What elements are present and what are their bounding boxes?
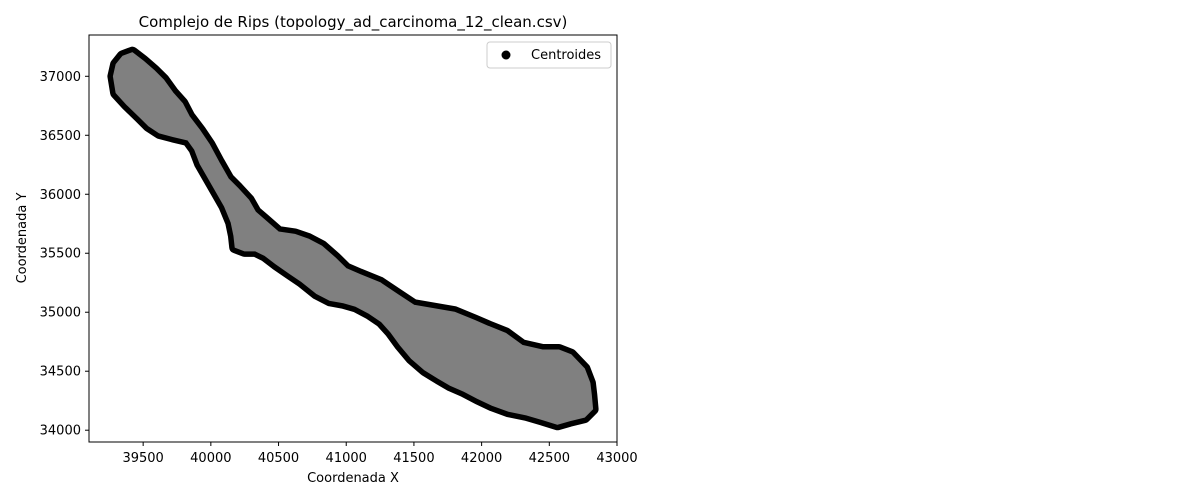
y-axis: 34000 34500 35000 35500 36000 36500 37000 [40,70,89,439]
plot-area [107,46,599,431]
y-tick-label: 36000 [40,188,81,203]
x-tick-label: 41500 [393,451,434,466]
chart-title: Complejo de Rips (topology_ad_carcinoma_… [139,13,568,32]
rips-complex-fill [112,52,594,425]
axes-frame [88,34,618,443]
x-tick-label: 39500 [122,451,163,466]
y-tick-label: 35500 [40,247,81,262]
x-tick-label: 43000 [596,451,637,466]
x-axis-label: Coordenada X [307,471,399,486]
x-tick-label: 40000 [190,451,231,466]
x-tick-label: 42500 [529,451,570,466]
x-tick-label: 40500 [258,451,299,466]
y-tick-label: 35000 [40,306,81,321]
x-tick-label: 42000 [461,451,502,466]
x-tick-label: 41000 [326,451,367,466]
y-tick-label: 36500 [40,129,81,144]
y-axis-label: Coordenada Y [15,193,30,284]
x-axis: 39500 40000 40500 41000 41500 42000 42500 43000 [122,442,638,466]
legend-marker-centroides [501,50,511,60]
legend: Centroides [486,41,612,69]
legend-box [486,41,612,69]
y-tick-label: 34000 [40,424,81,439]
legend-label-centroides: Centroides [531,48,601,63]
y-tick-label: 34500 [40,365,81,380]
y-tick-label: 37000 [40,70,81,85]
